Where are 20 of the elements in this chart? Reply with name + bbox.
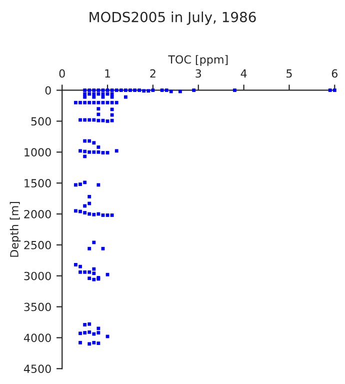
y-tick-label: 1500 bbox=[24, 179, 51, 188]
y-tick-label: 1000 bbox=[24, 148, 51, 156]
x-tick-label: 4 bbox=[240, 69, 247, 78]
y-axis-title: Depth [m] bbox=[10, 202, 21, 257]
x-tick-label: 1 bbox=[105, 69, 110, 78]
x-axis-title: TOC [ppm] bbox=[168, 55, 228, 66]
y-tick-label: 4000 bbox=[24, 334, 51, 342]
y-tick-label: 2000 bbox=[24, 210, 51, 218]
y-tick-label: 0 bbox=[45, 86, 51, 95]
x-tick-label: 5 bbox=[286, 69, 292, 78]
x-tick-label: 3 bbox=[196, 69, 202, 78]
y-tick-label: 3500 bbox=[24, 302, 51, 312]
y-tick-label: 4500 bbox=[24, 364, 51, 374]
y-tick-label: 500 bbox=[31, 117, 51, 126]
x-tick-label: 6 bbox=[332, 69, 338, 78]
x-tick-label: 2 bbox=[150, 69, 156, 78]
y-tick-label: 2500 bbox=[24, 240, 51, 250]
y-tick-label: 3000 bbox=[24, 272, 51, 280]
chart-title: MODS2005 in July, 1986 bbox=[90, 12, 256, 25]
x-tick-label: 0 bbox=[59, 69, 65, 78]
